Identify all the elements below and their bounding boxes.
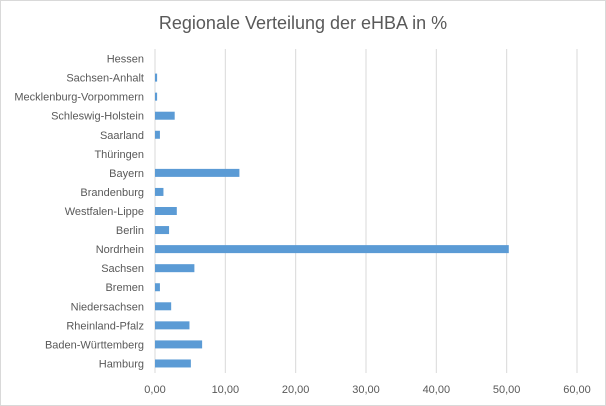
- bar: [155, 283, 160, 292]
- bar: [155, 168, 240, 177]
- category-label: Schleswig-Holstein: [51, 111, 144, 123]
- category-label: Berlin: [116, 225, 144, 237]
- category-label: Nordrhein: [96, 244, 144, 256]
- bar: [155, 321, 190, 330]
- chart-title: Regionale Verteilung der eHBA in %: [158, 13, 448, 33]
- category-labels: Hessen Sachsen-Anhalt Mecklenburg-Vorpomme…: [14, 54, 144, 371]
- category-label: Baden-Württemberg: [45, 339, 144, 351]
- x-tick-label: 0,00: [144, 384, 165, 396]
- bar: [155, 130, 160, 139]
- category-label: Hamburg: [99, 358, 144, 370]
- bar: [155, 264, 195, 273]
- bar: [155, 187, 164, 196]
- bar: [155, 359, 191, 368]
- x-tick-label: 40,00: [423, 384, 451, 396]
- bar: [155, 73, 158, 82]
- bar: [155, 302, 172, 311]
- category-label: Bayern: [109, 168, 144, 180]
- category-label: Thüringen: [94, 149, 144, 161]
- category-label: Brandenburg: [80, 187, 144, 199]
- category-label: Hessen: [107, 54, 144, 66]
- category-label: Niedersachsen: [71, 301, 144, 313]
- x-tick-label: 30,00: [352, 384, 380, 396]
- bar: [155, 340, 203, 349]
- category-label: Rheinland-Pfalz: [66, 320, 144, 332]
- x-tick-labels: 0,00 10,00 20,00 30,00 40,00 50,00 60,00: [144, 384, 590, 396]
- bar: [155, 206, 177, 216]
- x-tick-label: 20,00: [282, 384, 310, 396]
- gridlines: [154, 49, 578, 373]
- x-tick-label: 60,00: [563, 384, 591, 396]
- bars: [155, 73, 509, 368]
- category-label: Bremen: [105, 282, 144, 294]
- category-label: Sachsen-Anhalt: [66, 73, 144, 85]
- bar: [155, 245, 509, 254]
- bar: [155, 226, 170, 235]
- bar: [155, 92, 158, 101]
- category-label: Sachsen: [101, 263, 144, 275]
- category-label: Mecklenburg-Vorpommern: [14, 92, 144, 104]
- category-label: Saarland: [100, 130, 144, 142]
- category-label: Westfalen-Lippe: [65, 206, 144, 218]
- x-tick-label: 50,00: [493, 384, 521, 396]
- x-tick-label: 10,00: [212, 384, 240, 396]
- bar: [155, 111, 175, 120]
